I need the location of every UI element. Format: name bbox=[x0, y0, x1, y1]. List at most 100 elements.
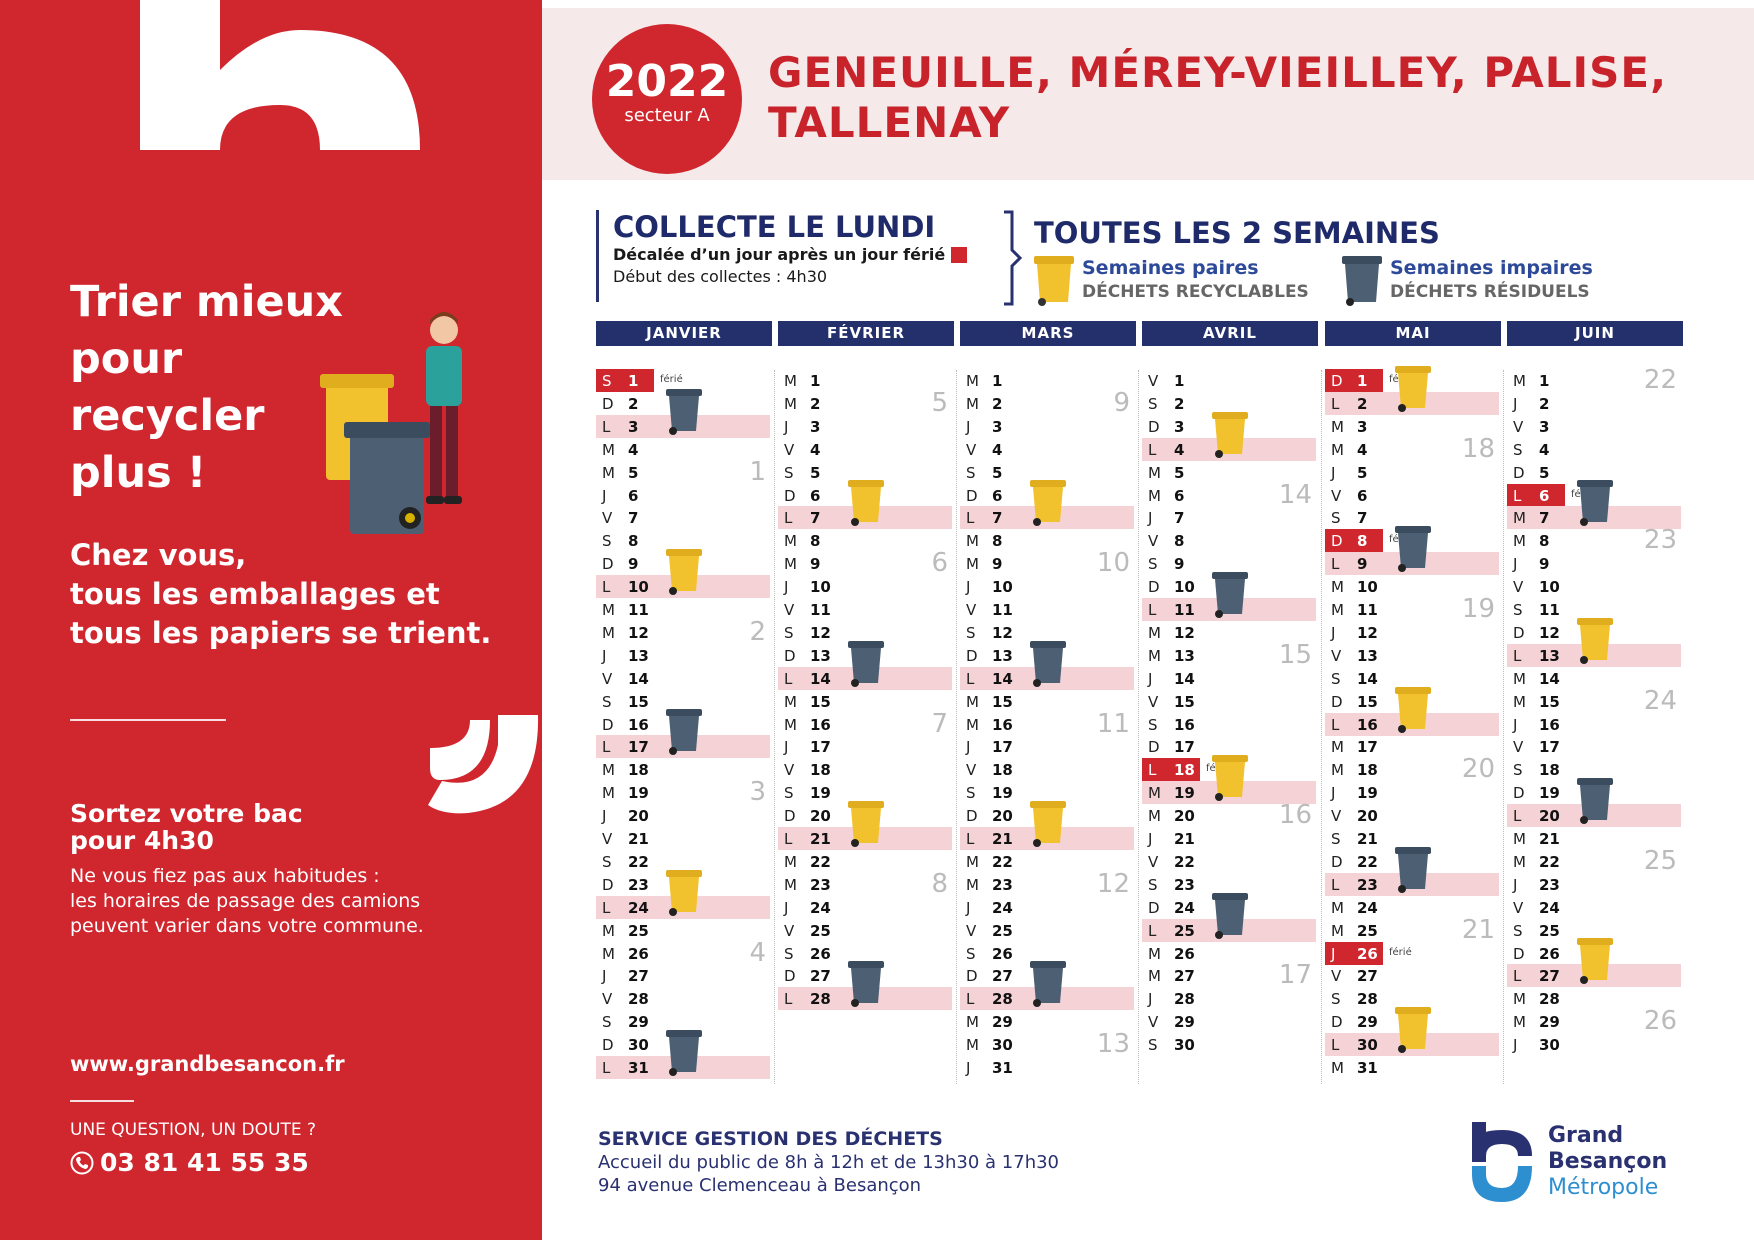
day-number: 1 bbox=[992, 372, 1003, 390]
day-number: 18 bbox=[1174, 761, 1195, 780]
day-number: 7 bbox=[1357, 509, 1368, 528]
day-letter: D bbox=[1148, 898, 1160, 917]
day-number: 6 bbox=[1539, 486, 1550, 505]
day-letter: J bbox=[784, 578, 789, 597]
day-number: 9 bbox=[810, 555, 821, 574]
day-letter: M bbox=[784, 394, 797, 413]
day-number: 2 bbox=[1357, 394, 1368, 413]
day-letter: L bbox=[1148, 761, 1157, 780]
day-number: 4 bbox=[992, 440, 1003, 459]
day-row: J 17 bbox=[960, 735, 1134, 758]
footer: SERVICE GESTION DES DÉCHETS Accueil du p… bbox=[598, 1128, 1059, 1197]
day-number: 25 bbox=[992, 921, 1013, 940]
day-letter: M bbox=[966, 555, 979, 574]
grey-bin-icon bbox=[1212, 572, 1248, 618]
column-separator bbox=[774, 370, 775, 1084]
day-number: 13 bbox=[1357, 646, 1378, 665]
yellow-bin-icon bbox=[1212, 755, 1248, 802]
day-number: 12 bbox=[1357, 623, 1378, 642]
day-row: M 13 bbox=[1142, 644, 1316, 667]
day-letter: S bbox=[966, 623, 976, 642]
day-number: 20 bbox=[992, 807, 1013, 826]
week-number: 13 bbox=[1096, 1029, 1130, 1060]
phone-value: 03 81 41 55 35 bbox=[100, 1148, 309, 1177]
day-row: V 22 bbox=[1142, 850, 1316, 873]
grey-bin-icon bbox=[666, 1030, 702, 1076]
day-letter: V bbox=[1331, 646, 1342, 665]
day-number: 23 bbox=[628, 875, 649, 894]
day-row: L 28 bbox=[960, 961, 1134, 1011]
intro-text: Chez vous, tous les emballages et tous l… bbox=[70, 536, 491, 653]
day-letter: S bbox=[1148, 555, 1158, 574]
day-row: J 28 bbox=[1142, 987, 1316, 1010]
day-number: 2 bbox=[1174, 394, 1185, 413]
day-row: S 21 bbox=[1325, 827, 1499, 850]
day-letter: J bbox=[966, 578, 971, 597]
day-letter: J bbox=[966, 898, 971, 917]
day-letter: M bbox=[1331, 578, 1344, 597]
day-letter: M bbox=[966, 1036, 979, 1055]
impaires-title: Semaines impaires bbox=[1390, 257, 1593, 279]
towns-title: GENEUILLE, MÉREY-VIEILLEY, PALISE, TALLE… bbox=[768, 48, 1698, 148]
day-number: 3 bbox=[1539, 417, 1550, 436]
day-number: 13 bbox=[810, 646, 831, 665]
day-number: 11 bbox=[628, 601, 649, 619]
week-number: 21 bbox=[1461, 914, 1495, 945]
collecte-info: COLLECTE LE LUNDI Décalée d’un jour aprè… bbox=[596, 210, 968, 302]
sortez-title-line: pour 4h30 bbox=[70, 826, 214, 855]
day-number: 5 bbox=[1174, 463, 1185, 482]
day-letter: D bbox=[1513, 463, 1525, 482]
day-row: S 1 férié bbox=[596, 369, 770, 392]
day-row: L 28 bbox=[778, 961, 952, 1011]
day-row: V 25 bbox=[960, 919, 1134, 942]
day-letter: L bbox=[784, 669, 793, 688]
day-row: D 24 bbox=[1142, 896, 1316, 919]
day-number: 5 bbox=[628, 463, 639, 482]
day-letter: L bbox=[1513, 807, 1522, 826]
day-number: 7 bbox=[1539, 509, 1550, 528]
year: 2022 bbox=[605, 56, 729, 107]
website-link[interactable]: www.grandbesancon.fr bbox=[70, 1052, 345, 1076]
paires-title: Semaines paires bbox=[1082, 257, 1259, 279]
day-row: L 14 bbox=[960, 640, 1134, 690]
day-number: 17 bbox=[1357, 738, 1378, 757]
day-letter: D bbox=[1148, 417, 1160, 436]
day-number: 14 bbox=[1174, 669, 1195, 688]
day-letter: D bbox=[966, 807, 978, 826]
day-letter: S bbox=[602, 692, 612, 711]
day-letter: V bbox=[1148, 372, 1159, 390]
phone-number[interactable]: 03 81 41 55 35 bbox=[70, 1148, 309, 1177]
week-number: 8 bbox=[931, 868, 948, 899]
day-letter: V bbox=[1331, 807, 1342, 826]
day-number: 25 bbox=[628, 921, 649, 940]
day-number: 8 bbox=[1357, 532, 1368, 551]
day-number: 28 bbox=[1174, 990, 1195, 1009]
day-row: M 23 bbox=[960, 873, 1134, 896]
day-row: M 18 bbox=[596, 758, 770, 781]
day-letter: D bbox=[1331, 1013, 1343, 1032]
day-number: 9 bbox=[628, 555, 639, 574]
day-letter: L bbox=[1331, 875, 1340, 894]
day-row: S 28 bbox=[1325, 987, 1499, 1010]
day-letter: L bbox=[784, 509, 793, 528]
day-letter: L bbox=[602, 738, 611, 757]
day-number: 16 bbox=[1357, 715, 1378, 734]
day-row: V 11 bbox=[778, 598, 952, 621]
day-number: 26 bbox=[1357, 944, 1378, 963]
column-separator bbox=[1503, 370, 1504, 1084]
day-row: M 12 bbox=[1142, 621, 1316, 644]
day-letter: J bbox=[1513, 394, 1518, 413]
day-number: 1 bbox=[1174, 372, 1185, 390]
bracket-icon bbox=[1004, 210, 1023, 306]
day-row: M 15 bbox=[778, 690, 952, 713]
day-number: 1 bbox=[628, 372, 639, 390]
day-letter: M bbox=[602, 440, 615, 459]
day-number: 13 bbox=[628, 646, 649, 665]
yellow-bin-icon bbox=[1395, 365, 1431, 412]
day-letter: S bbox=[784, 623, 794, 642]
day-row: S 29 bbox=[596, 1010, 770, 1033]
day-number: 1 bbox=[810, 372, 821, 390]
